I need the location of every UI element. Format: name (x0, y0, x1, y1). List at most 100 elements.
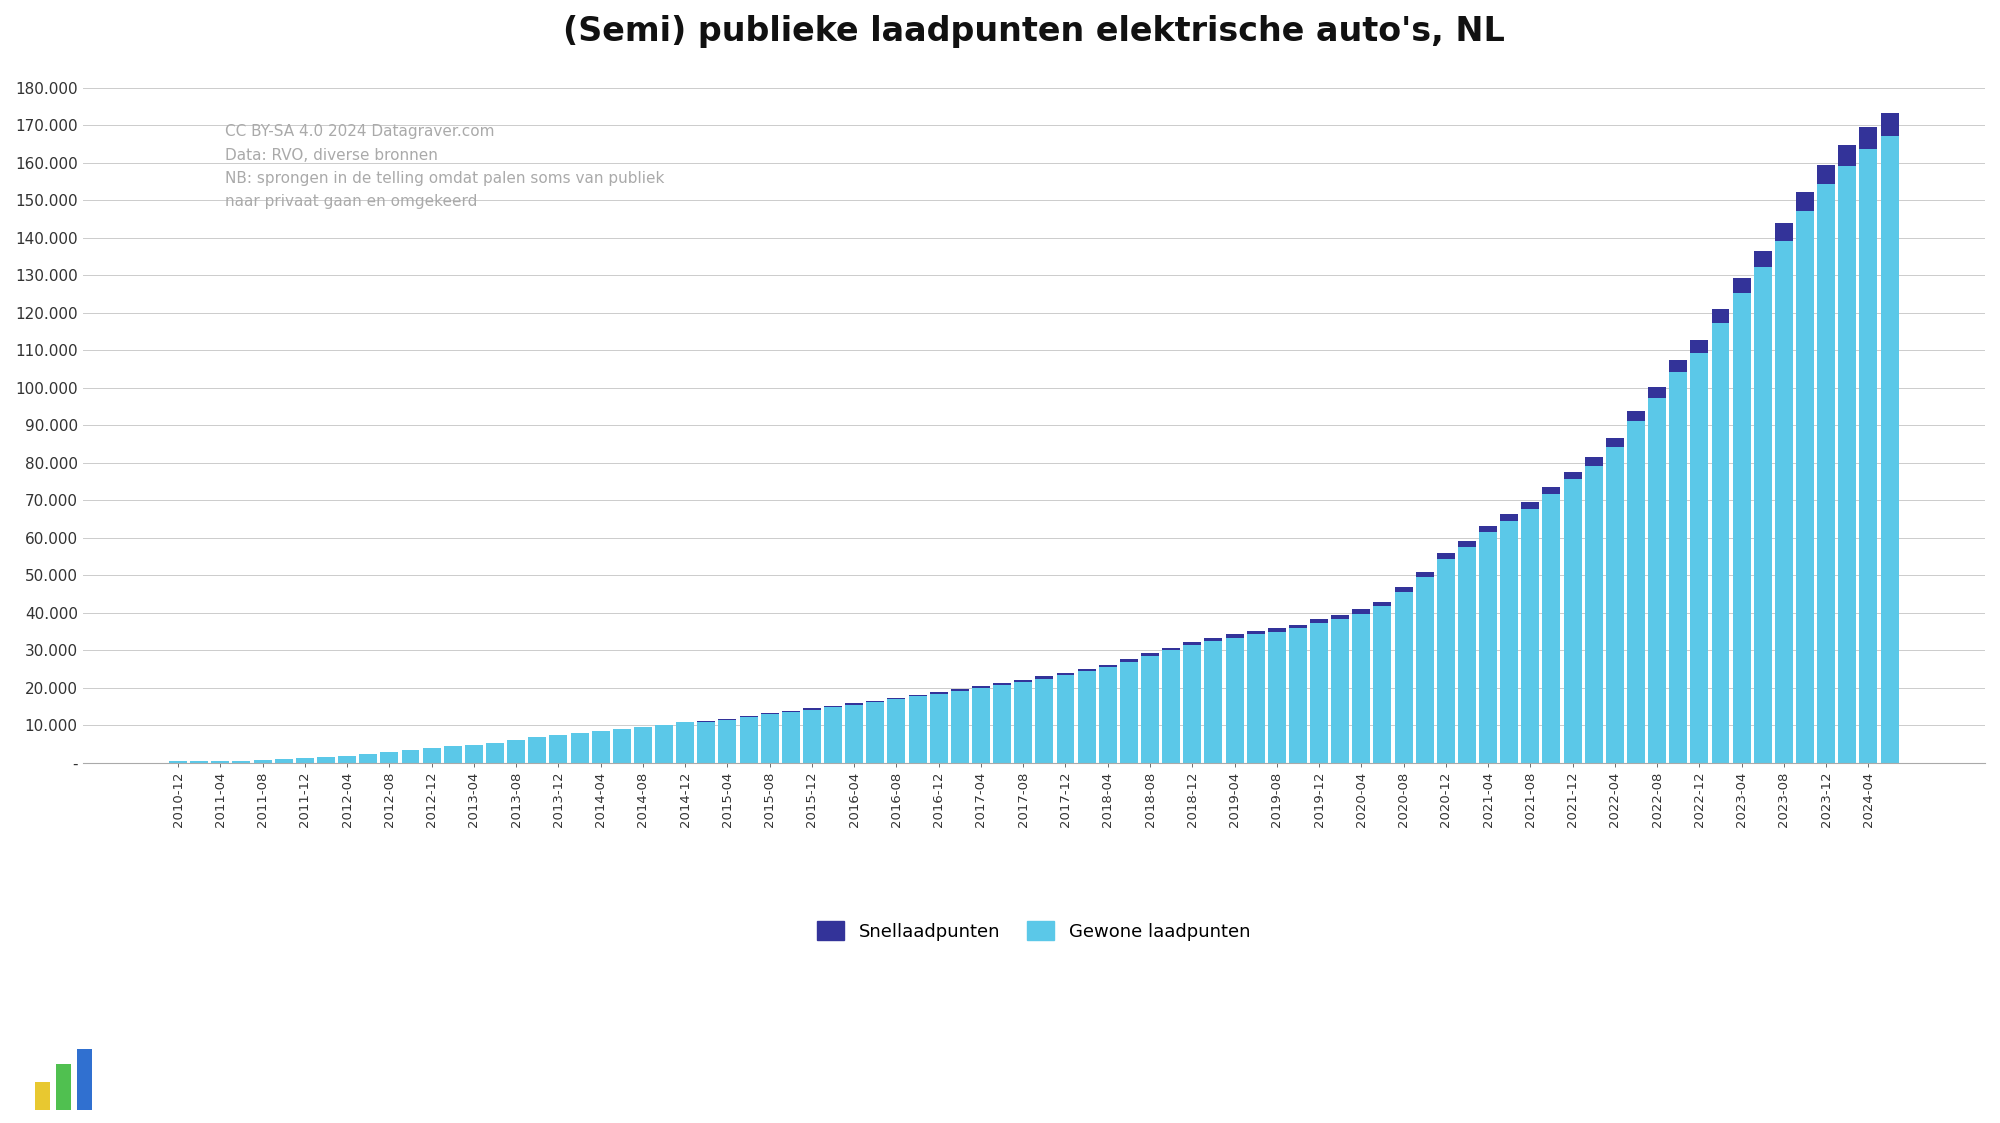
Bar (1584, 457, 1602, 466)
Bar (1880, 136, 1898, 763)
Bar (1754, 250, 1772, 267)
Bar (1754, 267, 1772, 763)
Bar (1374, 602, 1392, 606)
Bar (1628, 421, 1644, 763)
Bar (802, 709, 820, 710)
Bar (1332, 615, 1350, 620)
Bar (1204, 641, 1222, 763)
Bar (1690, 340, 1708, 353)
Bar (972, 686, 990, 688)
Bar (994, 685, 1012, 763)
Bar (1036, 676, 1054, 678)
Bar (296, 758, 314, 763)
Bar (1648, 398, 1666, 763)
Bar (1796, 210, 1814, 763)
Bar (1332, 620, 1350, 763)
Bar (1648, 387, 1666, 398)
Bar (950, 690, 968, 691)
Bar (782, 712, 800, 763)
Bar (1374, 606, 1392, 763)
Bar (1880, 112, 1898, 136)
Bar (402, 750, 420, 763)
Bar (1712, 309, 1730, 323)
Bar (1522, 510, 1540, 763)
Bar (1838, 165, 1856, 763)
Title: (Semi) publieke laadpunten elektrische auto's, NL: (Semi) publieke laadpunten elektrische a… (562, 15, 1504, 48)
Bar (1142, 656, 1158, 763)
Bar (634, 727, 652, 763)
Bar (1732, 293, 1750, 763)
Bar (1500, 521, 1518, 763)
Bar (1310, 619, 1328, 623)
Bar (1142, 654, 1158, 656)
Bar (1796, 192, 1814, 210)
Text: CC BY-SA 4.0 2024 Datagraver.com
Data: RVO, diverse bronnen
NB: sprongen in de t: CC BY-SA 4.0 2024 Datagraver.com Data: R… (226, 125, 664, 210)
Bar (1226, 634, 1244, 638)
Bar (718, 720, 736, 763)
Bar (1690, 353, 1708, 763)
Bar (486, 742, 504, 763)
Bar (1120, 659, 1138, 661)
Bar (422, 748, 440, 763)
Bar (1606, 447, 1624, 763)
Bar (1860, 149, 1878, 763)
Bar (508, 740, 526, 763)
Bar (1458, 541, 1476, 547)
Bar (1838, 145, 1856, 165)
Bar (1542, 494, 1560, 763)
Bar (1078, 669, 1096, 672)
Bar (592, 731, 610, 763)
Bar (570, 733, 588, 763)
Bar (1268, 629, 1286, 632)
Bar (1288, 624, 1306, 629)
Bar (1014, 683, 1032, 763)
Bar (1436, 554, 1454, 558)
Bar (908, 694, 926, 696)
Bar (824, 706, 842, 707)
Bar (1564, 472, 1582, 480)
Bar (1774, 223, 1792, 240)
Bar (1226, 638, 1244, 763)
Bar (1542, 487, 1560, 494)
Bar (1162, 650, 1180, 763)
Bar (1246, 634, 1264, 763)
Bar (930, 692, 948, 694)
Bar (1480, 526, 1498, 532)
Bar (888, 697, 906, 700)
Bar (866, 702, 884, 763)
Bar (698, 722, 716, 763)
Bar (56, 1065, 72, 1110)
Bar (78, 1049, 92, 1110)
Bar (1436, 558, 1454, 763)
Bar (908, 696, 926, 763)
Bar (550, 734, 568, 763)
Bar (1670, 360, 1688, 372)
Bar (1098, 665, 1116, 667)
Bar (1014, 681, 1032, 683)
Bar (464, 745, 482, 763)
Bar (930, 694, 948, 763)
Bar (846, 703, 864, 705)
Bar (950, 691, 968, 763)
Bar (1162, 648, 1180, 650)
Bar (1394, 587, 1412, 592)
Bar (612, 729, 630, 763)
Bar (1184, 642, 1202, 646)
Bar (1078, 672, 1096, 763)
Bar (1416, 577, 1434, 763)
Bar (380, 752, 398, 763)
Bar (232, 760, 250, 763)
Legend: Snellaadpunten, Gewone laadpunten: Snellaadpunten, Gewone laadpunten (810, 914, 1258, 948)
Bar (1056, 673, 1074, 675)
Bar (316, 757, 334, 763)
Bar (1732, 279, 1750, 293)
Bar (274, 759, 292, 763)
Bar (740, 718, 758, 763)
Bar (824, 707, 842, 763)
Bar (1120, 661, 1138, 763)
Bar (802, 710, 820, 763)
Bar (170, 761, 188, 763)
Bar (1246, 631, 1264, 634)
Bar (1818, 165, 1836, 184)
Bar (1670, 372, 1688, 763)
